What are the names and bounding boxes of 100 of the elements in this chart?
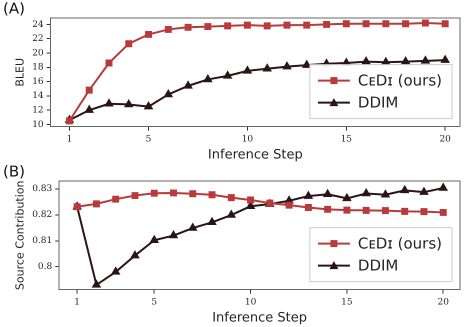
point — [282, 62, 291, 70]
point — [92, 280, 100, 288]
point — [324, 190, 332, 197]
point — [243, 66, 252, 74]
x-tick-label: 10 — [244, 297, 257, 308]
point — [224, 71, 232, 79]
y-tick-label: 0.82 — [32, 210, 52, 220]
text: (B) — [3, 162, 25, 180]
point — [164, 26, 172, 33]
point — [104, 99, 114, 106]
legend-label: DDIM — [358, 256, 398, 274]
point — [112, 196, 120, 203]
point — [382, 20, 390, 28]
y-tick-label: 12 — [32, 106, 44, 116]
point — [224, 22, 232, 30]
point — [286, 202, 293, 209]
point — [263, 64, 272, 72]
x-axis-title: Inference Step — [212, 310, 308, 326]
point — [131, 192, 138, 200]
point — [124, 100, 133, 108]
point — [400, 186, 409, 194]
x-tick-label: 20 — [439, 134, 452, 144]
point — [342, 20, 350, 28]
point — [247, 196, 254, 204]
y-tick-label: 24 — [32, 20, 44, 30]
point — [150, 190, 158, 197]
point — [189, 190, 196, 198]
x-tick-label: 20 — [438, 297, 450, 308]
point — [441, 56, 450, 63]
legend-label: DDIM — [358, 93, 398, 112]
point — [303, 22, 310, 29]
y-tick-label: 14 — [32, 91, 44, 102]
y-tick-label: 10 — [32, 120, 44, 130]
point — [244, 22, 251, 29]
x-tick-label: 15 — [341, 297, 353, 308]
point — [304, 204, 312, 211]
x-tick-label: 1 — [74, 297, 80, 308]
point — [125, 40, 132, 48]
y-tick-label: 20 — [32, 48, 44, 58]
point — [302, 60, 311, 68]
point — [420, 208, 428, 216]
text: (A) — [3, 0, 25, 18]
y-tick-label: 0.81 — [32, 236, 52, 246]
x-tick-label: 15 — [340, 134, 352, 144]
point — [362, 206, 370, 214]
point — [145, 30, 152, 38]
point — [204, 23, 212, 30]
y-tick-label: 22 — [32, 34, 44, 44]
legend-label: CᴇDɪ (ours) — [358, 71, 442, 90]
point — [184, 81, 192, 89]
point — [170, 189, 177, 196]
y-tick-label: 16 — [32, 76, 44, 87]
point — [227, 210, 236, 218]
point — [420, 188, 428, 195]
point — [188, 224, 197, 231]
point — [169, 231, 178, 238]
point — [184, 24, 192, 31]
point — [382, 207, 389, 214]
point — [130, 251, 139, 258]
point — [402, 57, 410, 64]
x-tick-label: 10 — [242, 134, 254, 144]
point — [442, 20, 449, 28]
x-tick-label: 5 — [151, 297, 158, 308]
point — [204, 74, 212, 82]
point — [362, 20, 370, 28]
point — [402, 20, 410, 28]
point — [86, 86, 93, 94]
point — [439, 184, 448, 191]
point — [324, 206, 332, 213]
point — [381, 190, 390, 198]
point — [304, 192, 312, 199]
point — [323, 20, 330, 28]
point — [283, 22, 290, 29]
y-tick-label: 0.83 — [32, 184, 53, 194]
y-tick-label: 0.8 — [38, 262, 52, 272]
x-axis-title: Inference Step — [208, 148, 303, 163]
point — [362, 188, 370, 196]
point — [106, 60, 112, 66]
point — [164, 90, 172, 98]
point — [421, 56, 430, 64]
point — [144, 102, 153, 110]
point — [440, 208, 447, 216]
legend-label: CᴇDɪ (ours) — [358, 234, 442, 252]
point — [208, 218, 216, 226]
point — [228, 194, 235, 202]
point — [85, 106, 94, 113]
point — [264, 22, 271, 30]
point — [92, 200, 100, 208]
y-axis-title: Source Contribution — [13, 180, 26, 290]
point — [342, 194, 351, 202]
point — [401, 208, 408, 215]
y-axis-title: BLEU — [13, 58, 26, 87]
point — [112, 267, 120, 275]
point — [66, 117, 73, 124]
x-tick-label: 5 — [146, 134, 152, 144]
point — [150, 236, 158, 243]
point — [208, 191, 216, 198]
y-tick-label: 18 — [32, 62, 44, 73]
point — [362, 57, 370, 64]
point — [343, 206, 350, 214]
